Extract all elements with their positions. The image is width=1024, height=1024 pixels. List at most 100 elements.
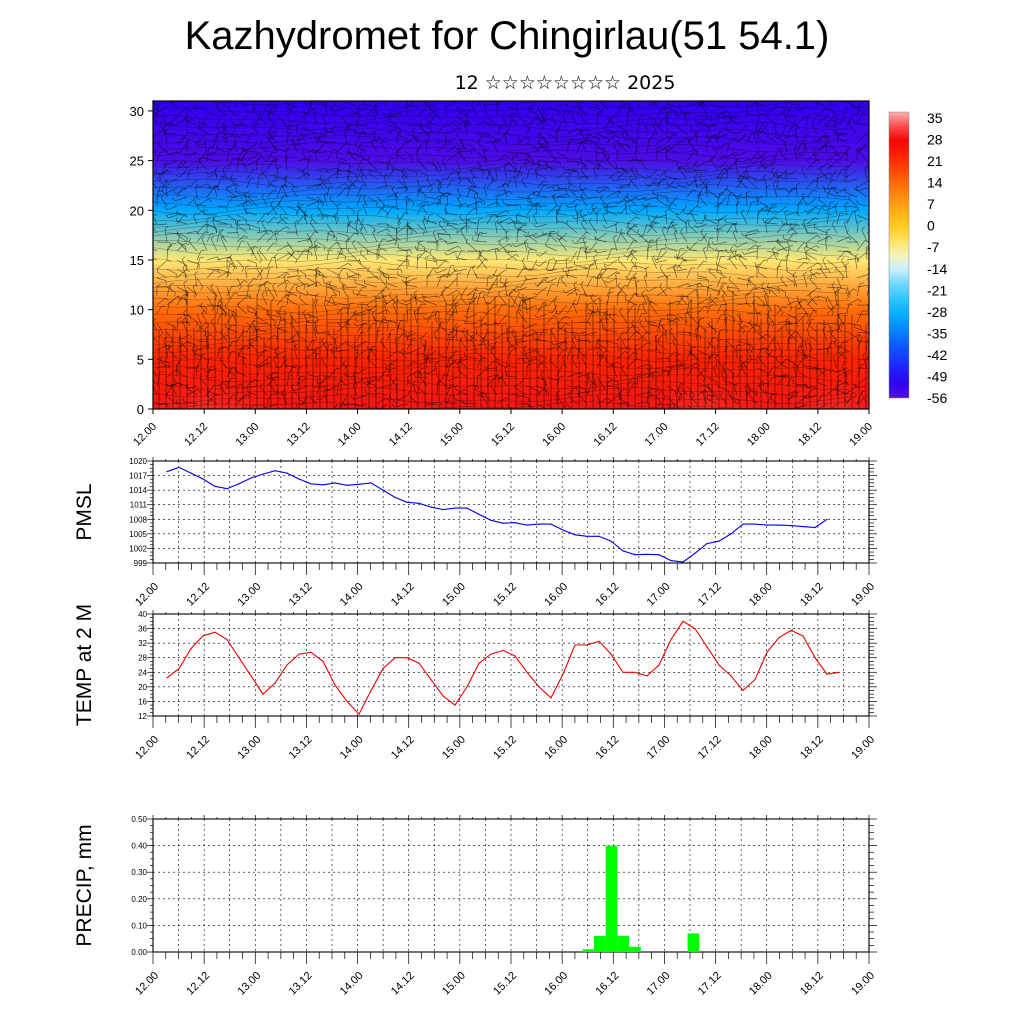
y-tick-label: 0.50 <box>131 815 147 824</box>
colorbar-label: -35 <box>927 325 947 341</box>
data-point <box>790 629 792 632</box>
x-tick-label: 14.00 <box>338 734 366 762</box>
data-point <box>670 560 672 562</box>
data-point <box>166 677 168 679</box>
data-point <box>742 689 744 692</box>
data-point <box>694 628 696 630</box>
data-point <box>634 554 636 556</box>
colorbar <box>888 111 910 399</box>
colorbar-label: -28 <box>927 304 947 320</box>
x-tick-label: 18.12 <box>798 734 826 762</box>
data-point <box>310 651 312 653</box>
x-tick-label: 18.12 <box>798 581 826 609</box>
data-point <box>670 638 672 641</box>
precip-bar <box>594 936 606 952</box>
data-point <box>538 523 540 525</box>
data-point <box>178 668 180 670</box>
data-point <box>454 507 456 509</box>
x-tick-label: 15.00 <box>438 421 466 449</box>
data-point <box>766 651 768 653</box>
data-point <box>730 533 732 535</box>
x-tick-label: 19.00 <box>847 421 875 449</box>
data-point <box>478 662 480 664</box>
data-point <box>190 648 192 650</box>
data-point <box>238 657 240 659</box>
data-point <box>646 675 648 677</box>
x-tick-label: 12.12 <box>184 581 212 609</box>
y-tick-label: 20 <box>130 203 144 218</box>
y-tick-label: 999 <box>134 559 148 568</box>
data-point <box>370 689 372 692</box>
colorbar-label: 21 <box>927 153 943 169</box>
y-axis-title: PMSL <box>73 483 96 540</box>
surface-heating-blob <box>153 337 282 409</box>
data-point <box>274 470 276 472</box>
data-point <box>550 523 552 525</box>
axis-ticks <box>147 610 877 728</box>
data-point <box>250 477 252 479</box>
data-point <box>250 675 252 677</box>
chart-title: Kazhydromet for Chingirlau(51 54.1) <box>184 14 830 58</box>
x-tick-label: 14.00 <box>336 421 364 449</box>
data-point <box>406 657 408 659</box>
data-point <box>286 664 288 666</box>
data-point <box>790 525 792 527</box>
data-point <box>682 561 684 563</box>
data-point <box>562 529 564 531</box>
y-tick-label: 0 <box>137 402 144 417</box>
data-point <box>322 660 324 663</box>
x-tick-label: 13.12 <box>287 734 315 762</box>
data-point <box>802 526 804 528</box>
data-point <box>418 502 420 504</box>
colorbar-label: -49 <box>927 368 947 384</box>
y-tick-label: 5 <box>137 352 144 367</box>
data-point <box>490 519 492 521</box>
colorbar-label: -42 <box>927 347 947 363</box>
x-tick-label: 12.12 <box>184 970 212 998</box>
precip-bar <box>605 845 618 952</box>
data-point <box>334 482 336 484</box>
data-point <box>502 522 504 524</box>
x-tick-label: 15.12 <box>491 970 519 998</box>
x-tick-label: 12.12 <box>184 734 212 762</box>
data-point <box>610 653 612 655</box>
data-point <box>502 649 504 652</box>
data-point <box>826 518 828 520</box>
y-tick-label: 1008 <box>129 515 147 524</box>
heatmap-field <box>153 101 869 409</box>
y-tick-label: 32 <box>138 639 147 648</box>
x-tick-label: 19.00 <box>849 970 877 998</box>
data-point <box>310 483 312 485</box>
x-tick-label: 15.12 <box>491 734 519 762</box>
x-tick-label: 19.00 <box>849 581 877 609</box>
data-point <box>346 700 348 703</box>
x-tick-label: 15.00 <box>440 970 468 998</box>
data-point <box>538 686 540 688</box>
x-tick-label: 12.00 <box>133 734 161 762</box>
y-tick-label: 1014 <box>129 486 147 495</box>
data-point <box>766 524 768 526</box>
data-point <box>406 501 408 503</box>
data-point <box>202 635 204 637</box>
data-point <box>754 679 756 681</box>
x-tick-label: 17.00 <box>645 970 673 998</box>
data-point <box>622 550 624 552</box>
colorbar-label: 35 <box>927 110 943 126</box>
colorbar-label: -7 <box>927 239 940 255</box>
data-point <box>298 653 300 655</box>
data-point <box>214 485 216 487</box>
data-point <box>454 704 456 706</box>
x-tick-label: 15.12 <box>491 581 519 609</box>
data-point <box>694 552 696 554</box>
x-tick-label: 14.00 <box>338 970 366 998</box>
data-point <box>622 671 624 673</box>
data-point <box>730 675 732 677</box>
x-tick-label: 17.12 <box>696 734 724 762</box>
data-point <box>466 507 468 509</box>
data-point <box>598 535 600 537</box>
y-tick-label: 20 <box>138 683 147 692</box>
data-point <box>346 484 348 486</box>
data-point <box>562 673 564 675</box>
precip-bar <box>629 946 641 952</box>
data-point <box>658 664 660 666</box>
